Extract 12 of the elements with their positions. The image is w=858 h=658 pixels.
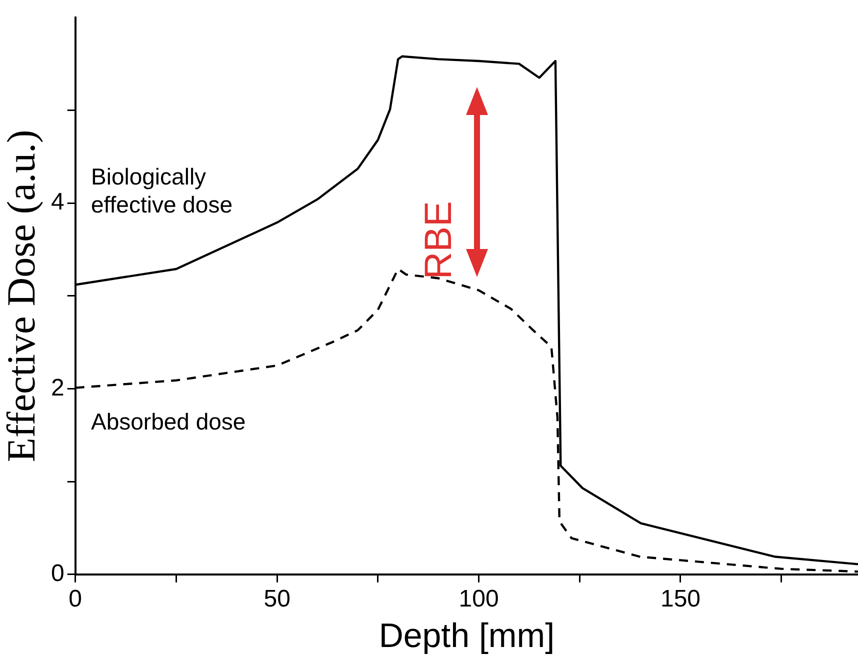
y-tick-label: 0 (50, 560, 64, 588)
y-tick-label: 4 (50, 188, 64, 216)
annotation: RBE (418, 201, 460, 280)
x-tick-label: 50 (264, 585, 290, 612)
x-tick-label: 150 (660, 585, 701, 612)
x-axis-title: Depth [mm] (378, 616, 555, 655)
x-tick-label: 100 (458, 585, 499, 612)
x-tick-label: 0 (68, 585, 82, 612)
series-label: Absorbed dose (91, 408, 246, 435)
y-axis-title: Effective Dose (a.u.) (0, 130, 44, 462)
y-tick-label: 2 (50, 374, 64, 402)
series-label: Biologically effective dose (91, 164, 233, 218)
